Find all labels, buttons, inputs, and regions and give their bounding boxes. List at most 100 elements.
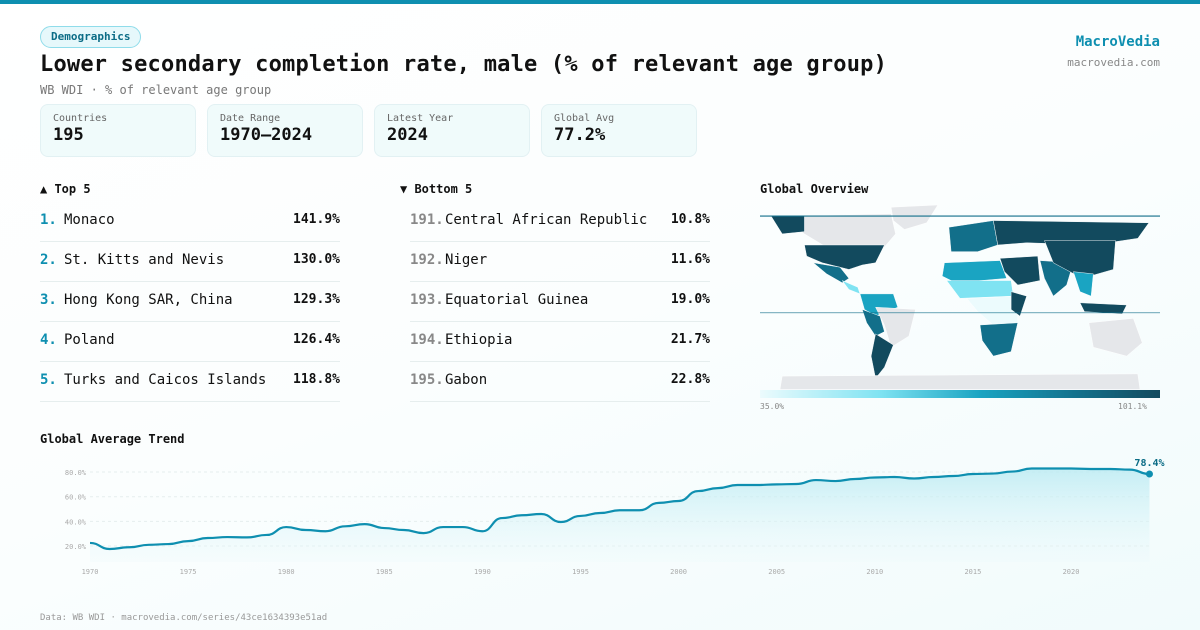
- stat-value: 77.2%: [554, 125, 606, 145]
- brand-url[interactable]: macrovedia.com: [1067, 56, 1160, 69]
- bottom5-row[interactable]: 193. Equatorial Guinea 19.0%: [410, 282, 710, 322]
- rank: 2.: [40, 251, 57, 268]
- country-value: 19.0%: [670, 292, 710, 307]
- stat-card-countries: Countries 195: [40, 104, 196, 157]
- country-name: Hong Kong SAR, China: [64, 291, 233, 308]
- x-tick-label: 2015: [964, 568, 981, 576]
- country-name: Poland: [64, 331, 115, 348]
- x-tick-label: 1975: [180, 568, 197, 576]
- country-name: Central African Republic: [445, 211, 648, 228]
- map-greenland: [890, 204, 939, 230]
- top5-heading: ▲ Top 5: [40, 182, 91, 196]
- top5-row[interactable]: 1. Monaco 141.9%: [40, 202, 340, 242]
- map-china: [1044, 240, 1116, 279]
- trend-last-value: 78.4%: [1134, 458, 1164, 469]
- page-subtitle: WB WDI · % of relevant age group: [40, 83, 272, 97]
- map-antarctica: [779, 373, 1141, 390]
- stat-card-global-avg: Global Avg 77.2%: [541, 104, 697, 157]
- map-heading: Global Overview: [760, 182, 869, 196]
- country-value: 10.8%: [670, 212, 710, 227]
- map-sahel: [946, 280, 1014, 299]
- trend-point: [1145, 470, 1153, 478]
- stat-label: Latest Year: [387, 113, 454, 124]
- map-peru-bolivia: [861, 309, 885, 337]
- y-tick-label: 40.0%: [65, 518, 87, 526]
- map-southern-cone: [870, 333, 894, 379]
- bottom5-row[interactable]: 192. Niger 11.6%: [410, 242, 710, 282]
- map-brazil: [875, 306, 916, 348]
- top-accent-bar: [0, 0, 1200, 4]
- country-name: Monaco: [64, 211, 115, 228]
- rank: 191.: [410, 211, 444, 228]
- page-title: Lower secondary completion rate, male (%…: [40, 52, 888, 77]
- top5-row[interactable]: 3. Hong Kong SAR, China 129.3%: [40, 282, 340, 322]
- map-indonesia: [1079, 302, 1128, 315]
- trend-chart[interactable]: 20.0% 40.0% 60.0% 80.0% 1970 1975 1980 1985 1990…: [0, 450, 1200, 590]
- rank: 5.: [40, 371, 57, 388]
- stat-value: 195: [53, 125, 84, 145]
- country-name: Equatorial Guinea: [445, 291, 589, 308]
- brand-logo[interactable]: MacroVedia: [1075, 34, 1160, 50]
- country-value: 141.9%: [293, 212, 340, 227]
- rank: 1.: [40, 211, 57, 228]
- top5-row[interactable]: 2. St. Kitts and Nevis 130.0%: [40, 242, 340, 282]
- map-color-legend: [760, 390, 1160, 398]
- legend-max: 101.1%: [1118, 402, 1147, 411]
- stat-card-latest-year: Latest Year 2024: [374, 104, 530, 157]
- country-value: 126.4%: [293, 332, 340, 347]
- stat-label: Global Avg: [554, 113, 615, 124]
- map-australia: [1088, 318, 1143, 357]
- country-value: 129.3%: [293, 292, 340, 307]
- y-tick-label: 60.0%: [65, 494, 87, 502]
- map-southern-africa: [979, 322, 1019, 357]
- map-north-africa: [941, 260, 1007, 284]
- bottom5-heading: ▼ Bottom 5: [400, 182, 473, 196]
- trend-heading: Global Average Trend: [40, 432, 185, 446]
- x-tick-label: 1990: [474, 568, 491, 576]
- rank: 3.: [40, 291, 57, 308]
- country-name: Ethiopia: [445, 331, 513, 348]
- map-mexico: [812, 262, 850, 284]
- rank: 194.: [410, 331, 444, 348]
- country-value: 21.7%: [670, 332, 710, 347]
- country-value: 118.8%: [293, 372, 340, 387]
- map-se-asia: [1073, 271, 1094, 297]
- trend-line: [89, 467, 1150, 551]
- country-name: Niger: [445, 251, 488, 268]
- rank: 193.: [410, 291, 444, 308]
- y-tick-label: 20.0%: [65, 543, 87, 551]
- rank: 195.: [410, 371, 444, 388]
- top5-row[interactable]: 5. Turks and Caicos Islands 118.8%: [40, 362, 340, 402]
- stat-value: 2024: [387, 125, 428, 145]
- map-east-africa: [1010, 291, 1027, 317]
- stat-label: Countries: [53, 113, 108, 124]
- y-tick-label: 80.0%: [65, 469, 87, 477]
- legend-min: 35.0%: [760, 402, 785, 411]
- x-tick-label: 2000: [670, 568, 687, 576]
- stat-label: Date Range: [220, 113, 281, 124]
- bottom5-row[interactable]: 195. Gabon 22.8%: [410, 362, 710, 402]
- x-tick-label: 2005: [768, 568, 785, 576]
- country-name: Gabon: [445, 371, 488, 388]
- x-tick-label: 1995: [572, 568, 589, 576]
- bottom5-row[interactable]: 194. Ethiopia 21.7%: [410, 322, 710, 362]
- country-name: Turks and Caicos Islands: [64, 371, 267, 388]
- stat-card-date-range: Date Range 1970–2024: [207, 104, 363, 157]
- country-value: 22.8%: [670, 372, 710, 387]
- bottom5-row[interactable]: 191. Central African Republic 10.8%: [410, 202, 710, 242]
- category-badge[interactable]: Demographics: [40, 26, 142, 48]
- map-alaska: [770, 215, 805, 235]
- map-europe: [948, 220, 999, 252]
- top5-row[interactable]: 4. Poland 126.4%: [40, 322, 340, 362]
- country-name: St. Kitts and Nevis: [64, 251, 225, 268]
- x-tick-label: 2010: [866, 568, 883, 576]
- trend-area: [90, 468, 1150, 562]
- stat-value: 1970–2024: [220, 125, 313, 145]
- country-value: 11.6%: [670, 252, 710, 267]
- map-central-america: [841, 280, 861, 295]
- rank: 192.: [410, 251, 444, 268]
- world-map[interactable]: [760, 200, 1160, 390]
- x-tick-label: 1980: [278, 568, 295, 576]
- x-tick-label: 2020: [1063, 568, 1080, 576]
- map-usa: [804, 244, 885, 270]
